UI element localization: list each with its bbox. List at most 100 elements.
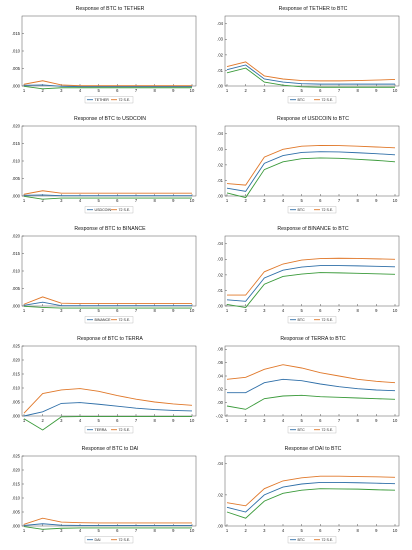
y-tick-label: .015	[12, 31, 21, 36]
irf-chart-svg: Response of BINANCE to BTC .00 .01 .02 .03 .0…	[217, 226, 400, 324]
legend	[84, 426, 134, 434]
response-line	[226, 481, 396, 513]
y-tick-label: .00	[217, 193, 223, 198]
y-tick-label: .000	[12, 83, 21, 88]
chart-title: Response of BTC to TETHER	[76, 6, 145, 12]
x-tick-label: 2	[244, 198, 247, 203]
legend-label: BINANCE	[95, 318, 112, 322]
y-tick-label: .005	[12, 176, 21, 181]
x-tick-label: 9	[375, 198, 378, 203]
y-tick-label: .020	[12, 357, 21, 362]
x-tick-label: 6	[116, 88, 119, 93]
x-tick-label: 1	[226, 308, 229, 313]
y-tick-label: .020	[12, 467, 21, 472]
x-tick-label: 9	[172, 418, 175, 423]
x-tick-label: 2	[41, 308, 44, 313]
x-tick-label: 10	[393, 418, 398, 423]
chart-title: Response of DAI to BTC	[285, 446, 342, 452]
chart-title: Response of USDCOIN to BTC	[277, 116, 349, 122]
legend-label: BTC	[298, 208, 306, 212]
x-tick-label: 7	[338, 198, 341, 203]
y-tick-label: .015	[12, 251, 21, 256]
legend	[287, 536, 337, 544]
legend-label: 72 S.E.	[119, 98, 131, 102]
y-tick-label: .04	[217, 21, 223, 26]
legend	[287, 426, 337, 434]
x-tick-label: 7	[135, 308, 138, 313]
x-tick-label: 3	[263, 528, 266, 533]
confidence-band-line	[23, 517, 192, 525]
x-tick-label: 7	[338, 88, 341, 93]
x-tick-label: 8	[356, 198, 359, 203]
confidence-band-line	[226, 272, 396, 309]
response-line	[226, 265, 396, 302]
x-tick-label: 7	[338, 418, 341, 423]
response-line	[226, 64, 395, 85]
legend-label: 72 S.E.	[322, 428, 334, 432]
irf-panel-4: Response of USDCOIN to BTC .00 .01 .02 .03 .0…	[207, 112, 407, 218]
x-tick-label: 5	[300, 88, 303, 93]
legend-label: 72 S.E.	[119, 428, 131, 432]
y-tick-label: .000	[12, 193, 21, 198]
y-tick-label: .01	[217, 178, 223, 183]
x-tick-label: 2	[41, 198, 44, 203]
x-tick-label: 3	[263, 88, 266, 93]
irf-chart-svg: Response of BTC to BINANCE .000 .005 .010 .0…	[12, 226, 197, 324]
y-tick-label: .03	[217, 147, 223, 152]
y-tick-label: .01	[217, 68, 223, 73]
plot-frame	[21, 15, 197, 87]
y-tick-label: .010	[12, 268, 21, 273]
x-tick-label: 4	[79, 308, 82, 313]
x-tick-label: 3	[60, 418, 63, 423]
x-tick-label: 6	[116, 418, 119, 423]
y-tick-label: .02	[217, 272, 223, 277]
x-tick-label: 10	[393, 528, 398, 533]
x-tick-label: 10	[190, 88, 195, 93]
x-tick-label: 4	[282, 198, 285, 203]
y-tick-label: .010	[12, 158, 21, 163]
irf-panel-2: Response of TETHER to BTC .00 .01 .02 .03 .04…	[207, 2, 407, 108]
y-tick-label: .005	[12, 399, 21, 404]
x-tick-label: 6	[319, 198, 322, 203]
y-tick-label: .010	[12, 495, 21, 500]
plot-frame	[21, 235, 197, 307]
x-tick-label: 8	[356, 528, 359, 533]
confidence-band-line	[226, 144, 396, 186]
x-tick-label: 5	[97, 88, 100, 93]
y-tick-label: .00	[217, 83, 223, 88]
response-line	[23, 301, 192, 307]
x-tick-label: 8	[153, 88, 156, 93]
confidence-band-line	[23, 305, 192, 309]
x-tick-label: 7	[135, 528, 138, 533]
x-tick-label: 7	[338, 308, 341, 313]
confidence-band-line	[226, 364, 396, 384]
x-tick-label: 7	[135, 198, 138, 203]
y-tick-label: .000	[12, 523, 21, 528]
x-tick-label: 2	[244, 418, 247, 423]
legend-label: 72 S.E.	[119, 318, 131, 322]
response-line	[23, 402, 193, 417]
x-tick-label: 1	[226, 88, 229, 93]
y-tick-label: .04	[217, 241, 223, 246]
plot-frame	[224, 125, 400, 197]
x-tick-label: 2	[41, 88, 44, 93]
x-tick-label: 1	[226, 528, 229, 533]
x-tick-label: 1	[23, 88, 26, 93]
x-tick-label: 10	[190, 198, 195, 203]
y-tick-label: .08	[217, 347, 223, 352]
confidence-band-line	[226, 67, 395, 88]
confidence-band-line	[23, 85, 192, 90]
legend	[287, 96, 337, 104]
x-tick-label: 1	[23, 198, 26, 203]
y-tick-label: .00	[217, 400, 223, 405]
legend-label: 72 S.E.	[322, 208, 334, 212]
plot-frame	[224, 235, 400, 307]
x-tick-label: 6	[319, 308, 322, 313]
x-tick-label: 5	[300, 198, 303, 203]
y-tick-label: .020	[12, 123, 21, 128]
y-tick-label: .010	[12, 48, 21, 53]
x-tick-label: 1	[226, 198, 229, 203]
x-tick-label: 5	[97, 308, 100, 313]
x-tick-label: 10	[393, 308, 398, 313]
x-tick-label: 9	[172, 528, 175, 533]
